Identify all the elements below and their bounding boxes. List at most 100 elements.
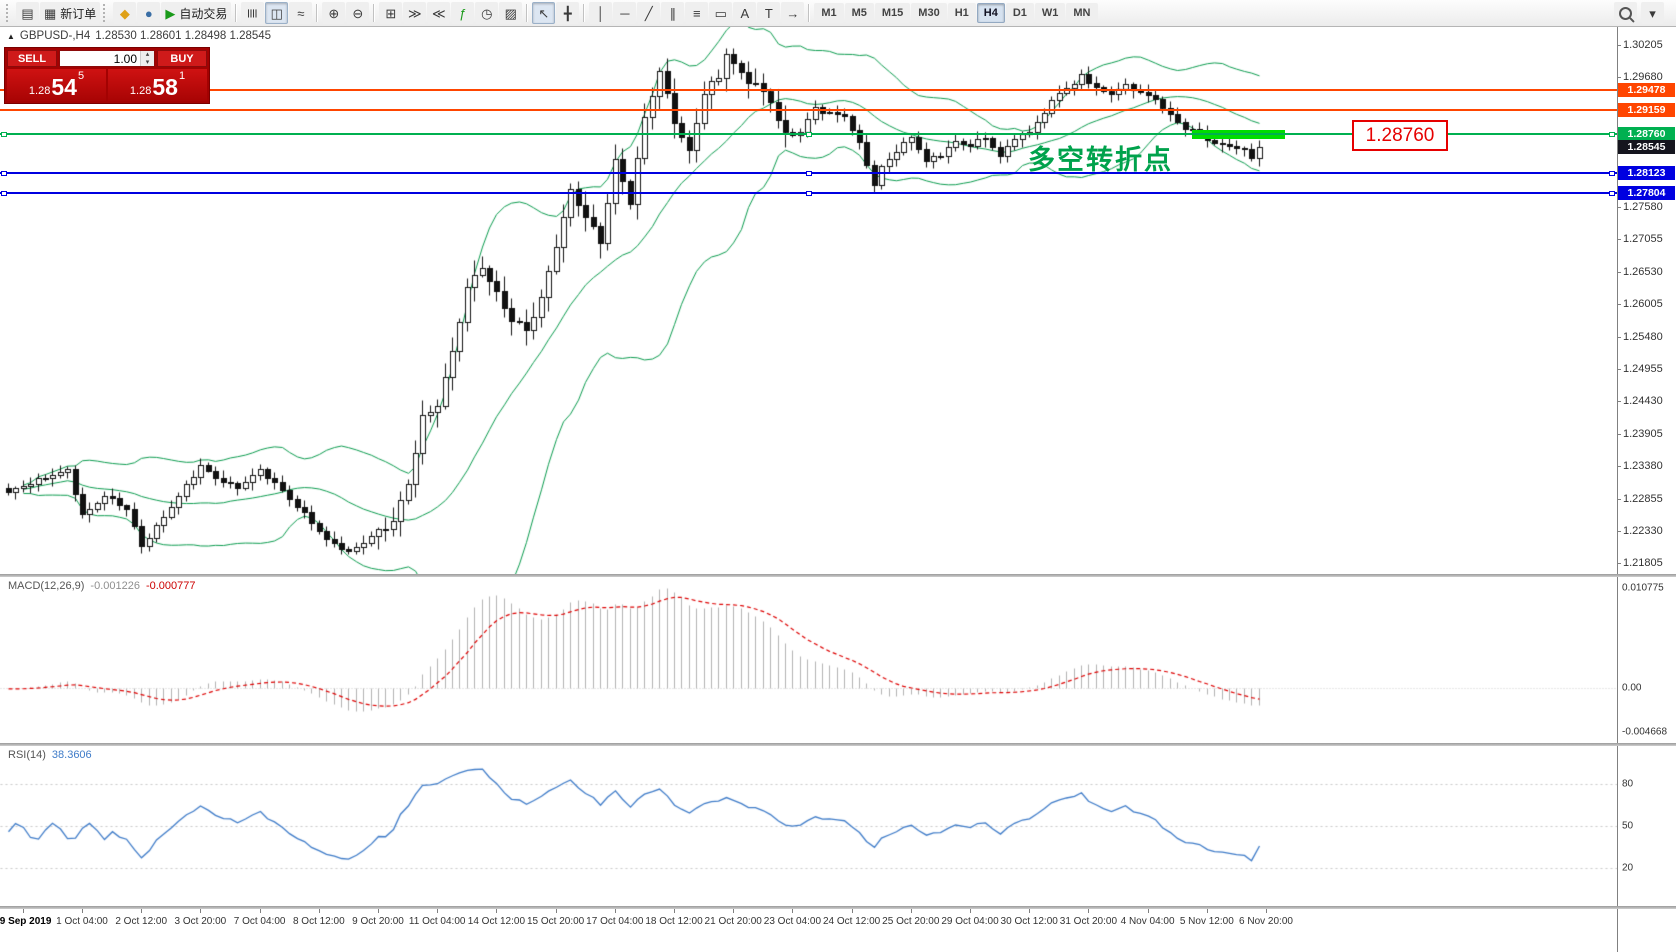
main-chart-canvas[interactable] (0, 27, 1617, 574)
horizontal-line-object[interactable] (0, 88, 1617, 91)
charts-stack-button[interactable]: ▤ (16, 2, 39, 24)
time-axis-label: 21 Oct 20:00 (704, 916, 762, 927)
timeframe-m1[interactable]: M1 (814, 3, 844, 23)
tile-windows-button[interactable]: ⊞ (379, 2, 403, 24)
volume-up-button[interactable]: ▴ (141, 51, 154, 59)
chart-collapse-icon[interactable]: ▲ (7, 31, 15, 41)
time-axis-tick (259, 909, 261, 913)
periods-dropdown-button[interactable]: ◷ (475, 2, 499, 24)
new-order-button[interactable]: ▦ 新订单 (40, 2, 101, 24)
trendline-button[interactable]: ╱ (637, 2, 661, 24)
shapes-button[interactable]: ▭ (709, 2, 733, 24)
fibonacci-button[interactable]: ≡ (685, 2, 709, 24)
time-axis-label: 9 Oct 20:00 (352, 916, 404, 927)
indicators-button[interactable]: ƒ (451, 2, 475, 24)
new-order-icon: ▦ (44, 5, 57, 21)
time-axis-label: 17 Oct 04:00 (586, 916, 644, 927)
arrow-objects-button[interactable]: → (781, 2, 805, 24)
toolbar-separator (373, 4, 376, 22)
price-line-badge: 1.27804 (1618, 186, 1675, 201)
search-button[interactable] (1614, 2, 1637, 24)
timeframe-h4[interactable]: H4 (976, 3, 1005, 23)
time-axis-label: 15 Oct 20:00 (526, 916, 585, 927)
ask-big-digits: 58 (152, 74, 178, 100)
chart-shift-button[interactable]: ≪ (427, 2, 451, 24)
cursor-button[interactable]: ↖ (532, 2, 556, 24)
time-axis-label: 18 Oct 12:00 (645, 916, 703, 927)
horizontal-line-object[interactable] (0, 108, 1617, 111)
timeframe-d1[interactable]: D1 (1005, 3, 1034, 23)
tile-windows-icon: ⊞ (385, 5, 397, 21)
rsi-canvas[interactable] (0, 746, 1617, 906)
text-icon: A (740, 5, 750, 21)
community-button[interactable]: ● (137, 2, 161, 24)
timeframe-w1[interactable]: W1 (1034, 3, 1066, 23)
toolbar-options-button[interactable]: ▾ (1641, 2, 1664, 24)
vertical-line-button[interactable]: │ (589, 2, 613, 24)
vertical-line-icon: │ (596, 5, 605, 21)
line-handle[interactable] (1, 131, 7, 137)
macd-canvas[interactable] (0, 577, 1617, 743)
price-tick: 1.21805 (1617, 557, 1663, 570)
line-handle[interactable] (806, 131, 812, 137)
text-button[interactable]: A (733, 2, 757, 24)
autotrading-icon: ▶ (165, 5, 176, 21)
price-line-badge: 1.28760 (1618, 127, 1675, 142)
text-label-button[interactable]: T (757, 2, 781, 24)
autotrading-button[interactable]: ▶ 自动交易 (161, 2, 232, 24)
timeframe-m15[interactable]: M15 (874, 3, 911, 23)
rsi-scale-label: 20 (1622, 862, 1634, 874)
time-axis-label: 4 Nov 04:00 (1120, 916, 1175, 927)
time-axis-label: 2 Oct 12:00 (115, 916, 168, 927)
zoom-out-button[interactable]: ⊖ (346, 2, 370, 24)
pane-separator[interactable] (0, 906, 1676, 909)
time-axis-label: 7 Oct 04:00 (233, 916, 286, 927)
chart-annotation-text[interactable]: 多空转折点 (1028, 145, 1173, 175)
buy-price-button[interactable]: 1.28 58 1 (108, 69, 207, 101)
ask-pipette: 1 (178, 70, 186, 82)
volume-input[interactable] (60, 51, 140, 66)
time-axis-tick (674, 909, 675, 913)
price-tick: 1.27580 (1617, 200, 1663, 213)
sell-button[interactable]: SELL (7, 50, 57, 67)
time-axis-label: 11 Oct 04:00 (408, 916, 466, 927)
templates-button[interactable]: ▨ (499, 2, 523, 24)
line-handle[interactable] (1609, 131, 1615, 137)
price-callout-box[interactable]: 1.28760 (1352, 120, 1448, 151)
chart-window[interactable]: ▲ GBPUSD-,H4 1.28530 1.28601 1.28498 1.2… (0, 27, 1676, 952)
time-axis-tick (82, 909, 83, 913)
zoom-in-button[interactable]: ⊕ (322, 2, 346, 24)
line-handle[interactable] (806, 190, 812, 196)
timeframe-h1[interactable]: H1 (947, 3, 976, 23)
timeframe-m30[interactable]: M30 (911, 3, 947, 23)
sell-price-button[interactable]: 1.28 54 5 (7, 69, 106, 101)
buy-button[interactable]: BUY (157, 50, 207, 67)
pane-separator[interactable] (0, 743, 1676, 746)
timeframe-m5[interactable]: M5 (844, 3, 874, 23)
crosshair-button[interactable]: ╋ (556, 2, 580, 24)
time-axis-label: 3 Oct 20:00 (174, 916, 227, 927)
shapes-icon: ▭ (714, 5, 727, 21)
time-axis-label: 24 Oct 12:00 (822, 916, 881, 927)
toolbar-separator (235, 4, 238, 22)
auto-scroll-button[interactable]: ≫ (403, 2, 427, 24)
bar-chart-button[interactable]: ≣ (241, 2, 265, 24)
line-handle[interactable] (1609, 190, 1615, 196)
price-tick: 1.25480 (1617, 330, 1663, 343)
periods-dropdown-icon: ◷ (481, 5, 493, 21)
rsi-label: RSI(14) 38.3606 (8, 749, 92, 761)
equidistant-channel-button[interactable]: ∥ (661, 2, 685, 24)
line-chart-button[interactable]: ≈ (289, 2, 313, 24)
line-handle[interactable] (1, 190, 7, 196)
line-handle[interactable] (1609, 170, 1615, 176)
line-handle[interactable] (806, 170, 812, 176)
macd-scale-label: 0.010775 (1622, 582, 1664, 594)
horizontal-line-button[interactable]: ─ (613, 2, 637, 24)
time-axis-tick (378, 909, 379, 913)
volume-down-button[interactable]: ▾ (141, 58, 154, 66)
metaeditor-button[interactable]: ◆ (113, 2, 137, 24)
timeframe-mn[interactable]: MN (1066, 3, 1098, 23)
pane-separator[interactable] (0, 574, 1676, 577)
line-handle[interactable] (1, 170, 7, 176)
candlestick-chart-button[interactable]: ◫ (265, 2, 289, 24)
